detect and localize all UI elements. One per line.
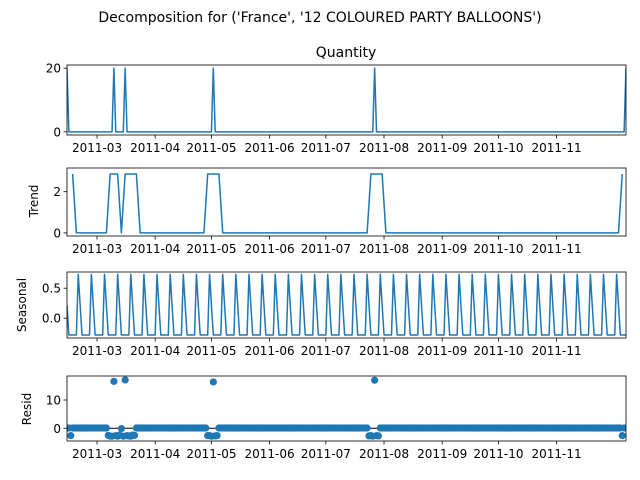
trend-ylabel: Trend	[27, 185, 41, 219]
y-tick-label: 0	[53, 125, 61, 139]
x-tick-label: 2011-10	[473, 141, 523, 155]
resid-point	[117, 424, 125, 433]
quantity-panel: Quantity 0 20 2011-03 2011-04 2011-05 2011-06…	[46, 45, 627, 155]
x-tick-label: 2011-06	[245, 344, 295, 358]
x-tick-label: 2011-05	[186, 447, 236, 461]
y-tick-label: 0	[53, 422, 61, 436]
resid-point	[202, 424, 210, 432]
y-tick-label: 0.5	[42, 282, 61, 296]
plot-area	[67, 273, 626, 336]
plot-area	[67, 67, 626, 133]
resid-point	[209, 378, 217, 386]
x-tick-label: 2011-03	[72, 447, 122, 461]
axes-frame	[66, 271, 627, 339]
x-tick-label: 2011-07	[301, 447, 351, 461]
x-tick-label: 2011-06	[245, 141, 295, 155]
axes-frame	[66, 375, 627, 442]
resid-ylabel: Resid	[20, 393, 34, 425]
x-tick-label: 2011-05	[186, 141, 236, 155]
resid-point	[110, 377, 118, 385]
seasonal-ylabel: Seasonal	[15, 278, 29, 332]
plot-area	[71, 173, 623, 234]
axes-frame	[66, 64, 627, 136]
series-line	[71, 173, 623, 234]
x-tick-label: 2011-11	[532, 242, 582, 256]
resid-point	[102, 424, 110, 432]
x-tick-label: 2011-09	[417, 447, 467, 461]
x-tick-label: 2011-11	[532, 141, 582, 155]
x-tick-label: 2011-09	[417, 141, 467, 155]
figure-suptitle: Decomposition for ('France', '12 COLOURE…	[98, 10, 541, 26]
x-tick-label: 2011-09	[417, 242, 467, 256]
resid-point	[374, 432, 382, 440]
resid-point	[121, 376, 129, 384]
x-tick-label: 2011-05	[186, 242, 236, 256]
quantity-panel-title: Quantity	[316, 45, 377, 61]
x-tick-label: 2011-08	[359, 344, 409, 358]
x-tick-label: 2011-05	[186, 344, 236, 358]
y-tick-label: 0.0	[42, 312, 61, 326]
series-line	[67, 273, 626, 336]
x-tick-label: 2011-08	[359, 447, 409, 461]
x-tick-label: 2011-06	[245, 447, 295, 461]
x-tick-label: 2011-04	[130, 242, 180, 256]
resid-point	[67, 432, 75, 440]
resid-point	[371, 376, 379, 384]
x-tick-label: 2011-11	[532, 344, 582, 358]
resid-point	[618, 432, 626, 440]
x-tick-label: 2011-03	[72, 344, 122, 358]
x-tick-label: 2011-07	[301, 344, 351, 358]
resid-point	[130, 431, 139, 439]
x-tick-label: 2011-03	[72, 141, 122, 155]
y-tick-label: 20	[46, 62, 61, 76]
resid-point	[213, 432, 221, 440]
axes-frame	[66, 167, 627, 237]
x-tick-label: 2011-08	[359, 242, 409, 256]
x-tick-label: 2011-11	[532, 447, 582, 461]
x-tick-label: 2011-10	[473, 344, 523, 358]
x-tick-label: 2011-04	[130, 344, 180, 358]
x-tick-label: 2011-03	[72, 242, 122, 256]
resid-point	[363, 424, 371, 432]
x-tick-label: 2011-04	[130, 141, 180, 155]
x-tick-label: 2011-10	[473, 242, 523, 256]
x-tick-label: 2011-06	[245, 242, 295, 256]
x-tick-label: 2011-04	[130, 447, 180, 461]
seasonal-panel: Seasonal 0.0 0.5 2011-03 2011-04 2011-05 2011…	[15, 271, 627, 358]
series-line	[67, 67, 626, 133]
x-tick-label: 2011-09	[417, 344, 467, 358]
resid-point	[620, 424, 626, 432]
resid-panel: Resid 0 10 2011-03 2011-04 2011-05 2011-06 201…	[20, 375, 627, 461]
plot-area	[67, 376, 626, 440]
x-tick-label: 2011-10	[473, 447, 523, 461]
x-tick-label: 2011-08	[359, 141, 409, 155]
y-tick-label: 10	[46, 394, 61, 408]
x-tick-label: 2011-07	[301, 242, 351, 256]
y-tick-label: 0	[53, 226, 61, 240]
trend-panel: Trend 0 2 2011-03 2011-04 2011-05 2011-06 2011…	[27, 167, 627, 256]
x-tick-label: 2011-07	[301, 141, 351, 155]
y-tick-label: 2	[53, 185, 61, 199]
